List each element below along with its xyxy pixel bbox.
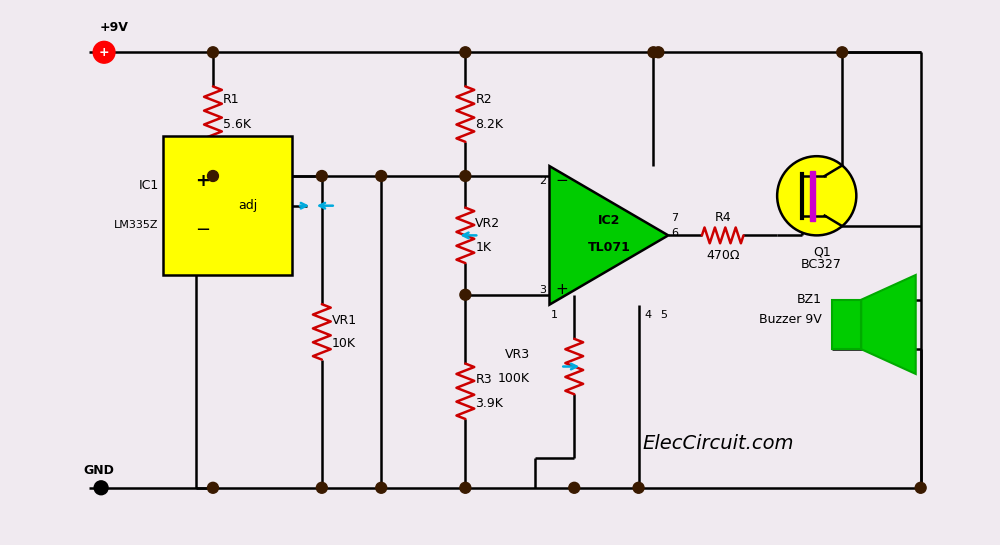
Circle shape <box>376 171 387 181</box>
FancyBboxPatch shape <box>832 300 861 349</box>
Circle shape <box>569 482 580 493</box>
Text: 3: 3 <box>540 285 547 295</box>
Circle shape <box>208 47 218 58</box>
Circle shape <box>633 482 644 493</box>
Circle shape <box>653 47 664 58</box>
Text: TL071: TL071 <box>587 241 630 254</box>
Circle shape <box>316 171 327 181</box>
Circle shape <box>460 171 471 181</box>
Text: R3: R3 <box>475 373 492 386</box>
Text: 6: 6 <box>671 228 678 238</box>
Text: R4: R4 <box>714 211 731 224</box>
Circle shape <box>208 482 218 493</box>
Text: −: − <box>555 173 568 189</box>
Polygon shape <box>549 166 668 305</box>
Circle shape <box>93 41 115 63</box>
Circle shape <box>316 482 327 493</box>
Text: +: + <box>196 172 211 190</box>
Circle shape <box>208 171 218 181</box>
Text: IC1: IC1 <box>138 179 159 192</box>
Circle shape <box>94 481 108 495</box>
Circle shape <box>460 47 471 58</box>
Text: 1K: 1K <box>475 241 491 254</box>
Text: LM335Z: LM335Z <box>114 221 159 231</box>
Text: 3.9K: 3.9K <box>475 397 503 410</box>
Text: 5.6K: 5.6K <box>223 118 251 131</box>
FancyBboxPatch shape <box>163 136 292 275</box>
Text: 5: 5 <box>660 310 667 319</box>
Circle shape <box>376 482 387 493</box>
Text: 4: 4 <box>645 310 652 319</box>
Text: 8.2K: 8.2K <box>475 118 503 131</box>
Text: VR3: VR3 <box>505 348 530 361</box>
Circle shape <box>460 289 471 300</box>
Circle shape <box>837 47 848 58</box>
Circle shape <box>915 482 926 493</box>
Text: +: + <box>555 282 568 298</box>
Text: VR2: VR2 <box>475 217 500 230</box>
FancyBboxPatch shape <box>810 171 815 221</box>
Text: −: − <box>195 221 211 239</box>
Text: BZ1: BZ1 <box>797 293 822 306</box>
Text: 10K: 10K <box>332 337 356 350</box>
Circle shape <box>648 47 659 58</box>
Text: IC2: IC2 <box>598 214 620 227</box>
Text: 7: 7 <box>671 213 678 222</box>
Text: 1: 1 <box>551 310 558 319</box>
Text: R1: R1 <box>223 93 239 106</box>
Text: GND: GND <box>83 464 114 477</box>
Text: 2: 2 <box>539 176 547 186</box>
Text: ElecCircuit.com: ElecCircuit.com <box>642 434 794 453</box>
Polygon shape <box>861 275 916 374</box>
Circle shape <box>777 156 856 235</box>
Text: adj: adj <box>238 199 257 212</box>
Text: +: + <box>99 46 109 59</box>
Text: R2: R2 <box>475 93 492 106</box>
Circle shape <box>460 482 471 493</box>
Text: +9V: +9V <box>99 21 128 34</box>
Text: Buzzer 9V: Buzzer 9V <box>759 313 822 326</box>
Text: BC327: BC327 <box>801 258 842 271</box>
Text: 100K: 100K <box>498 372 530 385</box>
Text: VR1: VR1 <box>332 313 357 326</box>
Text: 470Ω: 470Ω <box>706 249 739 262</box>
Text: Q1: Q1 <box>813 245 831 258</box>
